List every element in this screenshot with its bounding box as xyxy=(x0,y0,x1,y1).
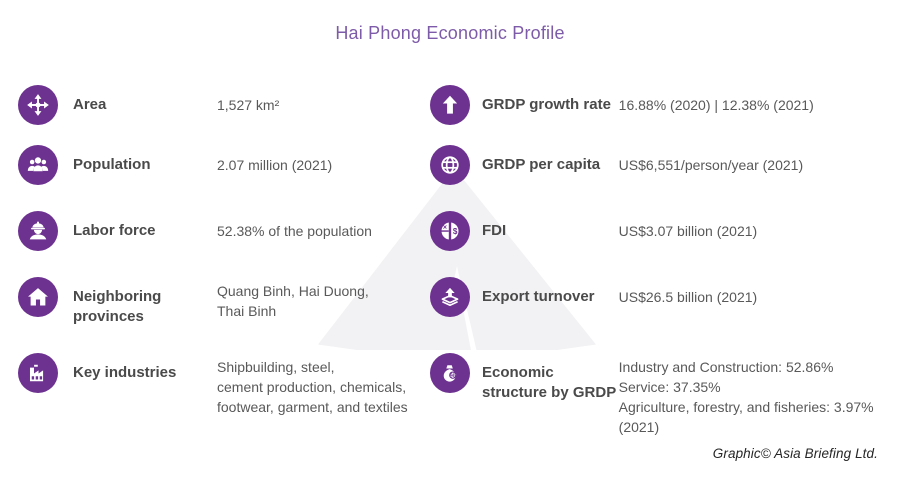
item-label: FDI xyxy=(482,222,507,239)
item-label: Export turnover xyxy=(482,288,595,305)
item-value: Industry and Construction: 52.86% Servic… xyxy=(618,359,874,435)
item-label: Economic structure by GRDP xyxy=(482,364,617,401)
item-value: 2.07 million (2021) xyxy=(217,157,333,173)
svg-text:×: × xyxy=(443,224,447,231)
item-value: Shipbuilding, steel, cement production, … xyxy=(217,359,408,415)
item-label: Population xyxy=(73,156,151,173)
factory-icon xyxy=(18,353,58,393)
row-population: Population 2.07 million (2021) xyxy=(18,145,430,185)
arrows-move-icon xyxy=(18,85,58,125)
item-label: Key industries xyxy=(73,364,177,381)
svg-text:$: $ xyxy=(453,227,458,236)
item-label: GRDP per capita xyxy=(482,156,601,173)
people-group-icon xyxy=(18,145,58,185)
item-value: 1,527 km² xyxy=(217,97,280,113)
item-label: Area xyxy=(73,96,107,113)
item-value: 52.38% of the population xyxy=(217,223,372,239)
row-export-turnover: Export turnover US$26.5 billion (2021) xyxy=(430,277,890,317)
money-bag-percent-icon: % xyxy=(430,353,470,393)
row-key-industries: Key industries Shipbuilding, steel, ceme… xyxy=(18,353,430,417)
currency-exchange-icon: × $ xyxy=(430,211,470,251)
item-value: Quang Binh, Hai Duong, Thai Binh xyxy=(217,283,369,319)
row-neighboring-provinces: Neighboring provinces Quang Binh, Hai Du… xyxy=(18,277,430,327)
row-grdp-growth-rate: GRDP growth rate 16.88% (2020) | 12.38% … xyxy=(430,85,890,125)
item-label: GRDP growth rate xyxy=(482,96,611,113)
export-package-icon xyxy=(430,277,470,317)
row-area: Area 1,527 km² xyxy=(18,85,430,125)
home-icon xyxy=(18,277,58,317)
item-value: US$3.07 billion (2021) xyxy=(618,223,758,239)
page-title: Hai Phong Economic Profile xyxy=(335,23,565,43)
globe-icon xyxy=(430,145,470,185)
item-label: Neighboring provinces xyxy=(73,288,162,325)
graphic-credit: Graphic© Asia Briefing Ltd. xyxy=(712,446,878,461)
item-value: US$26.5 billion (2021) xyxy=(618,289,758,305)
row-economic-structure: % Economic structure by GRDP Industry an… xyxy=(430,353,890,437)
item-value: US$6,551/person/year (2021) xyxy=(618,157,804,173)
row-labor-force: Labor force 52.38% of the population xyxy=(18,211,430,251)
item-value: 16.88% (2020) | 12.38% (2021) xyxy=(618,97,814,113)
item-label: Labor force xyxy=(73,222,156,239)
svg-text:%: % xyxy=(450,372,456,379)
worker-hardhat-icon xyxy=(18,211,58,251)
arrow-up-icon xyxy=(430,85,470,125)
row-fdi: × $ FDI US$3.07 billion (2021) xyxy=(430,211,890,251)
row-grdp-per-capita: GRDP per capita US$6,551/person/year (20… xyxy=(430,145,890,185)
